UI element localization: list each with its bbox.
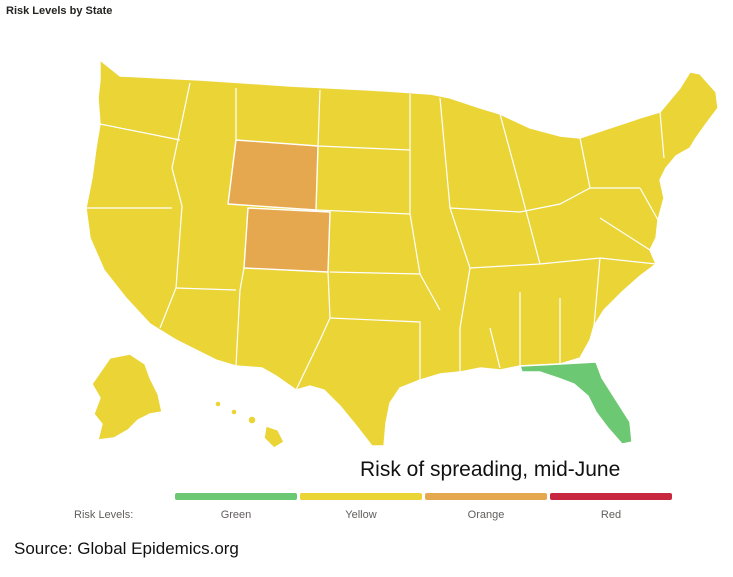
map-region-alaska[interactable]	[91, 353, 163, 441]
source-credit: Source: Global Epidemics.org	[14, 539, 239, 558]
map-state-colorado[interactable]	[243, 207, 331, 273]
legend-text-green: Green	[220, 509, 252, 521]
legend-item-red[interactable]: Red	[550, 493, 672, 521]
map-state-wyoming[interactable]	[227, 139, 319, 211]
legend-item-orange[interactable]: Orange	[425, 493, 547, 521]
map-state-florida[interactable]	[519, 361, 633, 445]
map-region-contiguous-us[interactable]	[85, 59, 719, 447]
legend-swatch-green	[175, 493, 297, 500]
legend-swatch-orange	[425, 493, 547, 500]
legend-item-green[interactable]: Green	[175, 493, 297, 521]
map-caption: Risk of spreading, mid-June	[360, 458, 621, 481]
chart-title: Risk Levels by State	[6, 5, 113, 17]
legend-text-orange: Orange	[467, 509, 505, 521]
legend-swatch-red	[550, 493, 672, 500]
state-borders	[86, 82, 691, 391]
legend-item-yellow[interactable]: Yellow	[300, 493, 422, 521]
us-map	[0, 28, 733, 468]
map-region-hawaii[interactable]	[214, 400, 285, 449]
legend-text-red: Red	[600, 509, 622, 521]
legend-label: Risk Levels:	[74, 509, 134, 521]
legend-swatch-yellow	[300, 493, 422, 500]
legend-text-yellow: Yellow	[345, 509, 377, 521]
